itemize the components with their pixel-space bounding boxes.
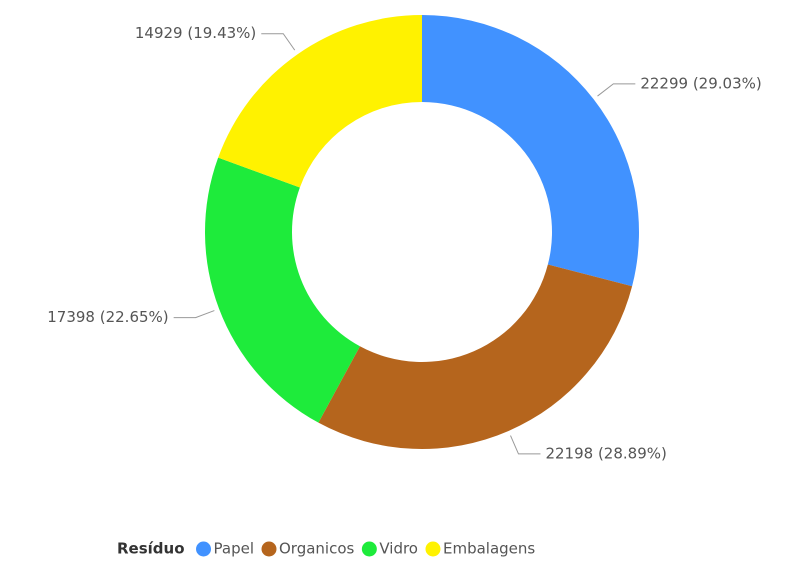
leader-line (510, 435, 541, 455)
slice (422, 15, 640, 287)
data-label: 22198 (28.89%) (545, 444, 666, 462)
legend-label: Papel (214, 540, 254, 558)
data-label: 14929 (19.43%) (135, 24, 256, 42)
data-label: 17398 (22.65%) (47, 308, 168, 326)
legend-marker (425, 541, 441, 557)
legend-marker (261, 541, 277, 557)
data-label: 22299 (29.03%) (640, 74, 761, 92)
legend-label: Embalagens (443, 540, 535, 558)
legend-label: Vidro (379, 540, 418, 558)
legend-marker (361, 541, 377, 557)
slice (218, 15, 422, 188)
legend-title: Resíduo (117, 540, 185, 558)
slice (205, 157, 360, 423)
leader-line (597, 83, 636, 97)
leader-line (261, 33, 296, 51)
slice (318, 264, 633, 449)
leader-line (173, 310, 215, 319)
legend-marker (196, 541, 212, 557)
legend-label: Organicos (279, 540, 355, 558)
